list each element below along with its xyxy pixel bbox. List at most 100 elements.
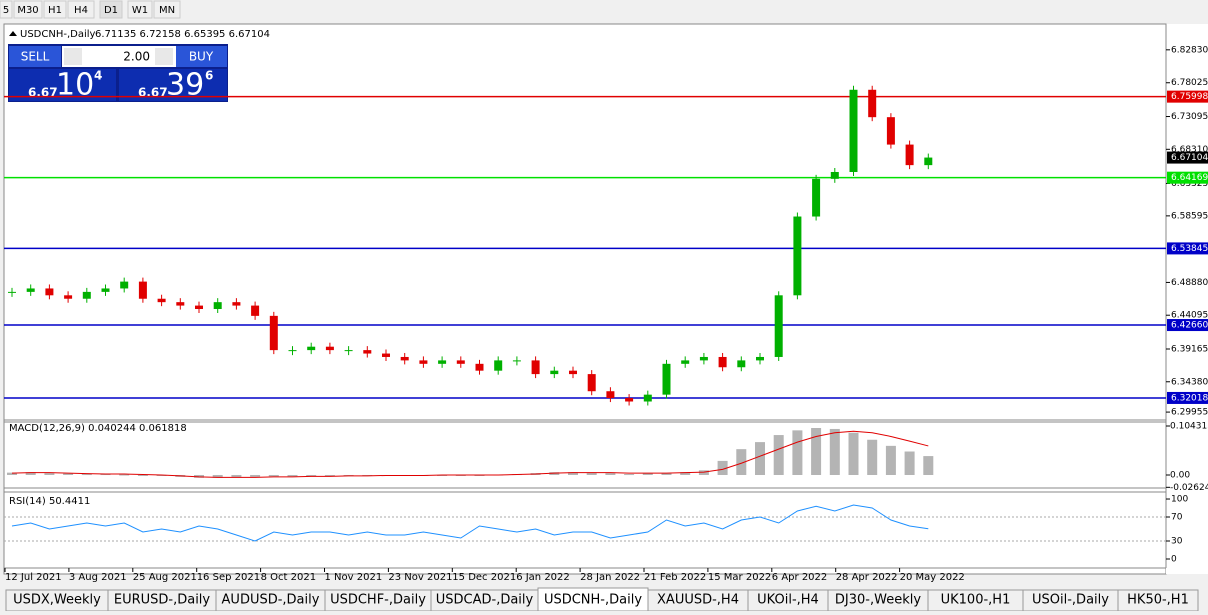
candle-body [157,298,166,303]
tab[interactable]: USDCAD-,Daily [430,589,539,612]
candle-body [382,353,390,357]
ask-box[interactable] [119,69,227,101]
tab[interactable]: USDX,Weekly [5,589,109,612]
macd-bar [568,472,578,475]
tab-label: UK100-,H1 [941,593,1011,608]
macd-tick-label: 0.104313 [1170,421,1208,431]
tab[interactable]: XAUUSD-,H4 [647,589,749,612]
tab[interactable]: EURUSD-,Daily [107,589,217,612]
macd-bar [306,474,317,476]
candle-body [363,350,372,354]
candle-body [494,360,503,371]
macd-bar [268,474,279,477]
candle-body [269,315,278,351]
y-tick-label: 6.39165 [1171,344,1208,354]
timeframe-button[interactable] [43,0,67,19]
tab[interactable]: DJ30-,Weekly [827,589,929,612]
macd-bar [642,473,653,475]
sell-button[interactable] [9,46,61,67]
macd-bar [231,474,242,478]
macd-bar [624,474,635,476]
x-tick-label: 28 Apr 2022 [836,572,898,583]
x-tick-label: 6 Jan 2022 [516,572,570,583]
level-label: 6.32018 [1171,393,1208,403]
bid-prefix: 6.67 [28,86,58,100]
candle-body [251,305,260,316]
x-tick-label: 25 Aug 2021 [133,572,197,583]
macd-tick-label: -0.026249 [1170,483,1208,493]
level-label: 6.75998 [1171,92,1208,102]
y-tick-label: 6.44095 [1171,311,1208,321]
macd-bar [792,430,803,475]
candle-body [606,391,615,399]
tab[interactable]: UKOil-,H4 [747,589,829,612]
macd-signal [11,430,929,478]
rsi-tick-label: 100 [1171,495,1188,505]
tab-label: USDCAD-,Daily [436,593,534,608]
timeframe-label: 5 [3,5,9,16]
rsi-tick-label: 70 [1171,513,1183,523]
tab[interactable]: UK100-,H1 [927,589,1024,612]
rsi-tick-label: 0 [1171,555,1177,565]
tab[interactable]: HK50-,H1 [1117,589,1199,612]
lots-down[interactable] [64,48,82,65]
macd-bar [885,445,896,475]
candle-body [456,360,465,364]
tab[interactable]: USDCNH-,Daily [537,587,649,612]
lots-input[interactable] [62,46,176,67]
tab-label: EURUSD-,Daily [114,593,211,608]
timeframe-button[interactable] [13,0,43,19]
tab-label: USOil-,Daily [1032,593,1109,608]
candle-body [718,356,727,368]
timeframe-label: MN [159,5,175,16]
x-tick-label: 12 Jul 2021 [5,572,62,583]
candle-body [195,305,203,310]
candle-body [662,363,671,395]
timeframe-button[interactable] [127,0,153,19]
buy-button[interactable] [176,46,227,67]
timeframe-label: H1 [48,5,62,16]
timeframe-label: W1 [132,5,148,16]
x-tick-label: 1 Nov 2021 [325,572,383,583]
candle-body [232,302,241,306]
rsi-tick-label: 30 [1171,537,1183,547]
buy-label: BUY [189,50,214,64]
trade-panel: SELL 2.00 BUY 6.67 10 4 6.67 39 6 [8,44,228,103]
macd-bar [717,460,728,475]
timeframe-label: D1 [104,5,118,16]
macd-bar [287,474,298,477]
candle-body [531,360,540,375]
candle-body [699,356,708,361]
ohlc-header: 6.71135 6.72158 6.65395 6.67104 [95,29,270,40]
timeframe-button[interactable] [0,0,13,19]
y-tick-label: 6.34380 [1171,377,1208,387]
timeframe-button[interactable] [153,0,181,19]
lots-up[interactable] [155,48,173,65]
candle-body [812,178,821,217]
collapse-icon[interactable] [9,31,17,36]
level-label: 6.53845 [1171,244,1208,254]
tab-label: USDCNH-,Daily [544,593,642,608]
tab[interactable]: USDCHF-,Daily [324,589,432,612]
timeframe-label: M30 [17,5,38,16]
timeframe-button[interactable] [99,0,123,19]
candle-body [26,288,35,292]
x-tick-label: 15 Dec 2021 [452,572,516,583]
tab-label: DJ30-,Weekly [835,593,921,608]
macd-bar [661,473,672,475]
timeframe-label: H4 [74,5,88,16]
tab[interactable]: USOil-,Daily [1022,589,1119,612]
timeframe-button[interactable] [67,0,95,19]
y-tick-label: 6.48880 [1171,278,1208,288]
tab[interactable]: AUDUSD-,Daily [215,589,326,612]
macd-bar [137,474,148,476]
macd-bar [119,474,130,476]
bid-box[interactable] [9,69,116,101]
macd-bar [923,456,934,475]
macd-bar [867,439,878,475]
x-tick-label: 3 Aug 2021 [69,572,127,583]
candle-body [924,157,933,166]
candle-body [82,291,91,299]
